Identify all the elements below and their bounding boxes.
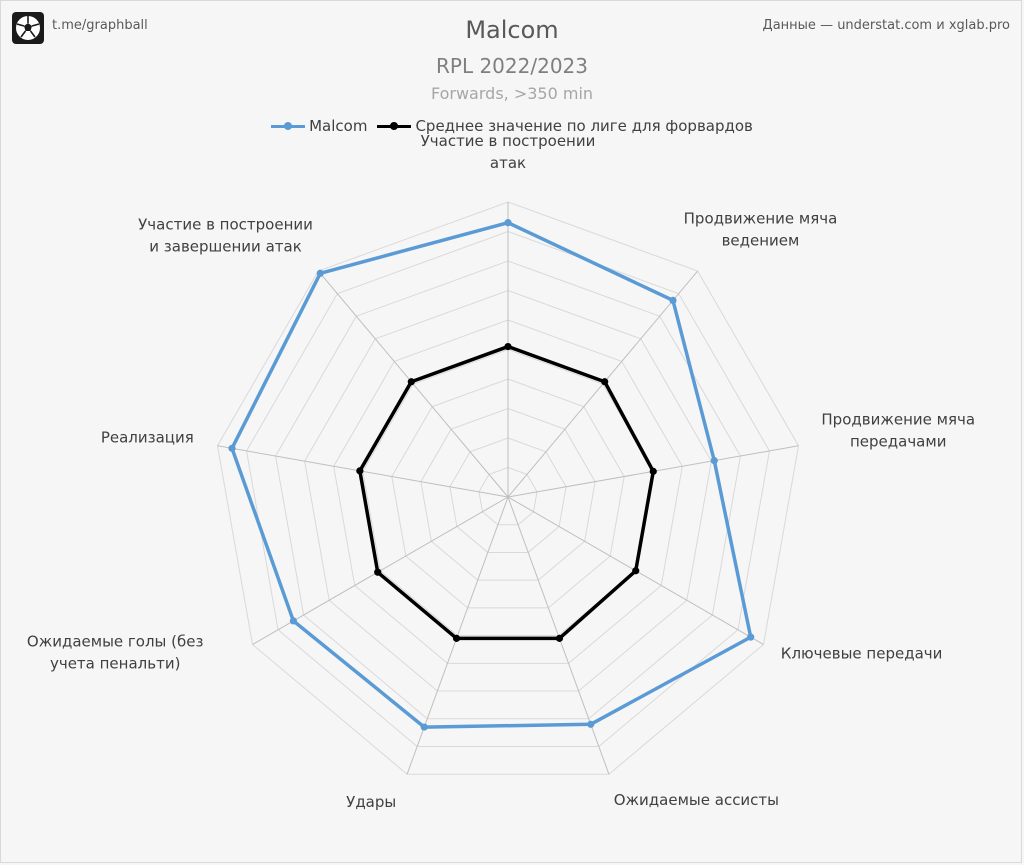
data-point-league-average <box>555 634 564 642</box>
data-point-player <box>587 720 595 728</box>
data-point-league-average <box>632 567 640 575</box>
ball-logo-icon <box>12 12 44 44</box>
data-point-player <box>710 457 718 465</box>
axis-label: Участие в построении атак <box>421 132 596 172</box>
axis-label: Реализация <box>101 428 194 446</box>
chart-title: Malcom <box>465 16 559 44</box>
chart-subtitle: RPL 2022/2023 <box>436 54 588 78</box>
chart-subtitle-filter: Forwards, >350 min <box>430 84 594 103</box>
legend-item-player: Malcom <box>271 117 367 135</box>
grid-ring <box>449 437 567 553</box>
series-line-league-average <box>358 344 656 641</box>
axis-label: Участие в построении и завершении атак <box>138 216 313 256</box>
data-point-player <box>747 633 755 641</box>
data-point-player <box>316 269 324 277</box>
data-point-league-average <box>407 378 415 386</box>
grid-ring <box>478 466 538 526</box>
grid-ring <box>420 407 596 581</box>
axis-label: Ключевые передачи <box>781 645 943 663</box>
legend-label-player: Malcom <box>309 117 368 135</box>
grid-ring <box>216 201 800 775</box>
grid-ring <box>275 260 741 720</box>
legend-swatch-player <box>271 120 306 132</box>
legend-label-league-average: Среднее значение по лиге для форвардов <box>415 117 753 135</box>
grid-ring <box>304 289 712 692</box>
legend-swatch-league-average <box>377 120 412 132</box>
data-source-note: Данные — understat.com и xglab.pro <box>762 18 1010 33</box>
data-point-league-average <box>356 467 364 475</box>
data-point-player <box>289 617 297 625</box>
data-point-league-average <box>504 342 512 351</box>
data-point-player <box>420 723 428 731</box>
data-point-player <box>228 444 236 452</box>
grid-ring <box>246 230 770 747</box>
legend-item-league-average: Среднее значение по лиге для форвардов <box>377 117 753 135</box>
chart-legend: Malcom Среднее значение по лиге для форв… <box>0 117 1024 135</box>
data-point-league-average <box>601 378 609 386</box>
axis-label: Ожидаемые голы (без учета пенальти) <box>27 633 204 673</box>
series-line-player <box>230 220 753 729</box>
grid-ring <box>391 378 625 609</box>
axis-label: Ожидаемые ассисты <box>614 791 779 809</box>
data-point-league-average <box>649 467 657 475</box>
data-point-league-average <box>374 568 382 576</box>
axis-label: Удары <box>346 793 396 811</box>
data-point-player <box>669 296 677 304</box>
data-point-player <box>504 219 512 227</box>
channel-link[interactable]: t.me/graphball <box>52 18 148 33</box>
axis-label: Продвижение мяча передачами <box>821 410 975 450</box>
grid-ring <box>333 319 683 664</box>
axis-label: Продвижение мяча ведением <box>684 210 838 250</box>
data-point-league-average <box>452 634 461 642</box>
